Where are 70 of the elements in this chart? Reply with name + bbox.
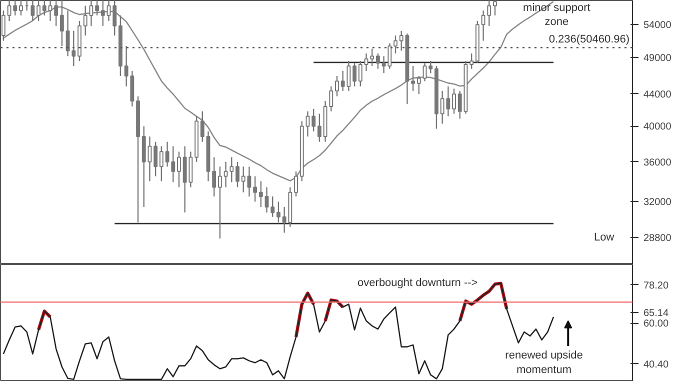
candlestick bbox=[42, 0, 46, 16]
candlestick bbox=[100, 0, 105, 27]
candlestick bbox=[36, 0, 40, 22]
candlestick bbox=[416, 75, 421, 95]
candlestick bbox=[470, 52, 474, 70]
candlestick bbox=[13, 0, 18, 16]
y-tick-label: 44000 bbox=[644, 89, 672, 100]
ref-line-label: 0.236(50460.96) bbox=[548, 34, 630, 46]
candlestick bbox=[72, 30, 76, 67]
y-tick-label: 60.00 bbox=[644, 318, 669, 330]
candlestick bbox=[230, 156, 234, 183]
candlestick bbox=[276, 201, 280, 224]
candlestick bbox=[106, 0, 111, 22]
candlestick bbox=[487, 0, 492, 27]
candlestick bbox=[95, 0, 100, 16]
candlestick bbox=[236, 161, 240, 188]
annotation: renewed upside momentum bbox=[505, 350, 583, 376]
candlestick bbox=[370, 48, 374, 67]
candlestick bbox=[270, 196, 275, 218]
y-tick-label: 36000 bbox=[644, 157, 672, 168]
candlestick bbox=[66, 10, 70, 57]
y-tick-label: 40000 bbox=[644, 122, 672, 133]
candlestick bbox=[148, 136, 152, 182]
candlestick bbox=[30, 0, 35, 22]
y-tick-label: 78.20 bbox=[644, 280, 669, 292]
candlestick bbox=[493, 0, 497, 16]
candlestick bbox=[312, 108, 316, 132]
candlestick bbox=[171, 146, 176, 183]
candlestick bbox=[258, 180, 263, 208]
annotation: overbought downturn --> bbox=[358, 277, 478, 290]
candlestick bbox=[458, 90, 462, 120]
candlestick bbox=[165, 141, 170, 168]
candlestick bbox=[264, 186, 269, 214]
candlestick bbox=[364, 52, 368, 72]
candlestick bbox=[294, 170, 298, 198]
candlestick bbox=[60, 0, 64, 47]
candlestick bbox=[159, 146, 164, 182]
candlestick bbox=[224, 161, 228, 188]
candlestick bbox=[376, 52, 380, 70]
y-tick-label: 40.40 bbox=[644, 359, 669, 370]
y-tick-label: 32000 bbox=[644, 197, 672, 208]
candlestick bbox=[200, 110, 204, 142]
y-tick-label: 49000 bbox=[644, 53, 672, 64]
candlestick bbox=[352, 62, 356, 87]
candlestick bbox=[7, 0, 12, 22]
candlestick bbox=[154, 141, 158, 177]
candlestick bbox=[428, 60, 433, 74]
candlestick bbox=[329, 86, 334, 112]
candlestick bbox=[83, 5, 88, 36]
candlestick bbox=[394, 34, 398, 54]
candlestick bbox=[452, 88, 456, 114]
candlestick bbox=[212, 156, 216, 198]
y-tick-label: 65.14 bbox=[644, 308, 669, 319]
candlestick bbox=[177, 151, 181, 188]
candlestick bbox=[411, 65, 416, 92]
candlestick bbox=[306, 110, 310, 138]
candlestick bbox=[1, 10, 6, 42]
candlestick bbox=[335, 75, 339, 97]
y-tick-label: 54000 bbox=[644, 20, 672, 32]
candlestick bbox=[89, 0, 94, 27]
candlestick bbox=[253, 176, 258, 202]
candlestick bbox=[218, 166, 222, 240]
candlestick bbox=[124, 45, 128, 87]
y-tick-label: 28800 bbox=[644, 232, 672, 244]
candlestick bbox=[358, 60, 362, 87]
candlestick bbox=[112, 0, 117, 36]
candlestick bbox=[19, 0, 23, 16]
candlestick bbox=[54, 0, 58, 27]
candlestick bbox=[317, 113, 322, 142]
text: Low bbox=[594, 231, 614, 244]
